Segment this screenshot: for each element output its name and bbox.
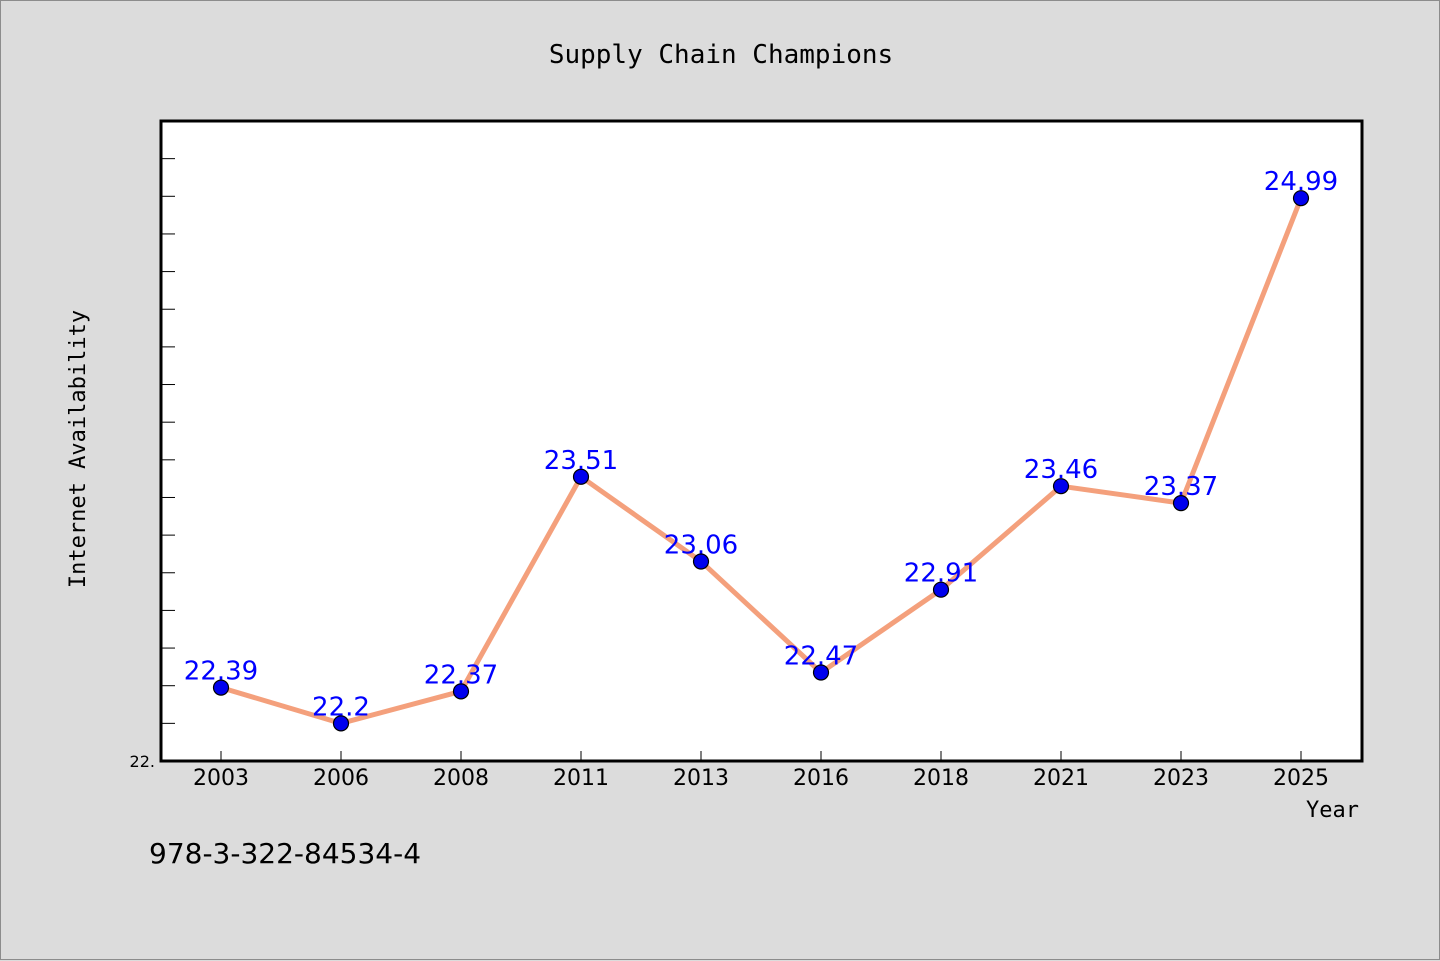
data-point [1172, 495, 1190, 512]
data-label: 22.47 [784, 642, 858, 672]
x-tick-label: 2003 [193, 766, 249, 791]
data-markers [212, 190, 1310, 732]
data-point [212, 679, 230, 696]
plot-area [159, 119, 1364, 763]
data-point [1292, 190, 1310, 207]
data-point [812, 664, 830, 681]
x-tick-label: 2016 [793, 766, 849, 791]
data-point [572, 468, 590, 485]
x-axis-label: Year [1306, 798, 1359, 823]
y-axis-ticks [161, 158, 175, 724]
x-axis-ticks [220, 751, 1302, 761]
y-axis-label: Internet Availability [66, 310, 91, 588]
data-label: 23.51 [544, 446, 618, 476]
data-label: 22.2 [312, 692, 370, 722]
chart-title: Supply Chain Champions [549, 40, 893, 70]
data-label: 23.06 [664, 530, 738, 560]
x-tick-label: 2018 [913, 766, 969, 791]
x-tick-label: 2025 [1273, 766, 1329, 791]
data-label: 22.91 [904, 559, 978, 589]
data-label: 24.99 [1264, 167, 1338, 197]
x-tick-label: 2013 [673, 766, 729, 791]
x-tick-label: 2011 [553, 766, 609, 791]
data-point [452, 683, 470, 700]
x-tick-label: 2023 [1153, 766, 1209, 791]
x-tick-label: 2008 [433, 766, 489, 791]
x-tick-label: 2021 [1033, 766, 1089, 791]
y-tick-label: 22. [130, 752, 155, 771]
data-label: 22.37 [424, 660, 498, 690]
series-line [218, 195, 1304, 726]
data-label: 23.46 [1024, 455, 1098, 485]
data-point [1052, 478, 1070, 495]
data-point [932, 581, 950, 598]
x-tick-labels: 2003 2006 2008 2011 2013 2016 2018 2021 2023 2025 [193, 766, 1329, 791]
data-point [332, 715, 350, 732]
data-label: 23.37 [1144, 472, 1218, 502]
data-point [692, 553, 710, 570]
footer-text: 978-3-322-84534-4 [149, 837, 421, 870]
data-label: 22.39 [184, 657, 258, 687]
data-labels: 22.39 22.2 22.37 23.51 23.06 22.47 22.91 23.46 2… [184, 167, 1338, 722]
x-tick-label: 2006 [313, 766, 369, 791]
